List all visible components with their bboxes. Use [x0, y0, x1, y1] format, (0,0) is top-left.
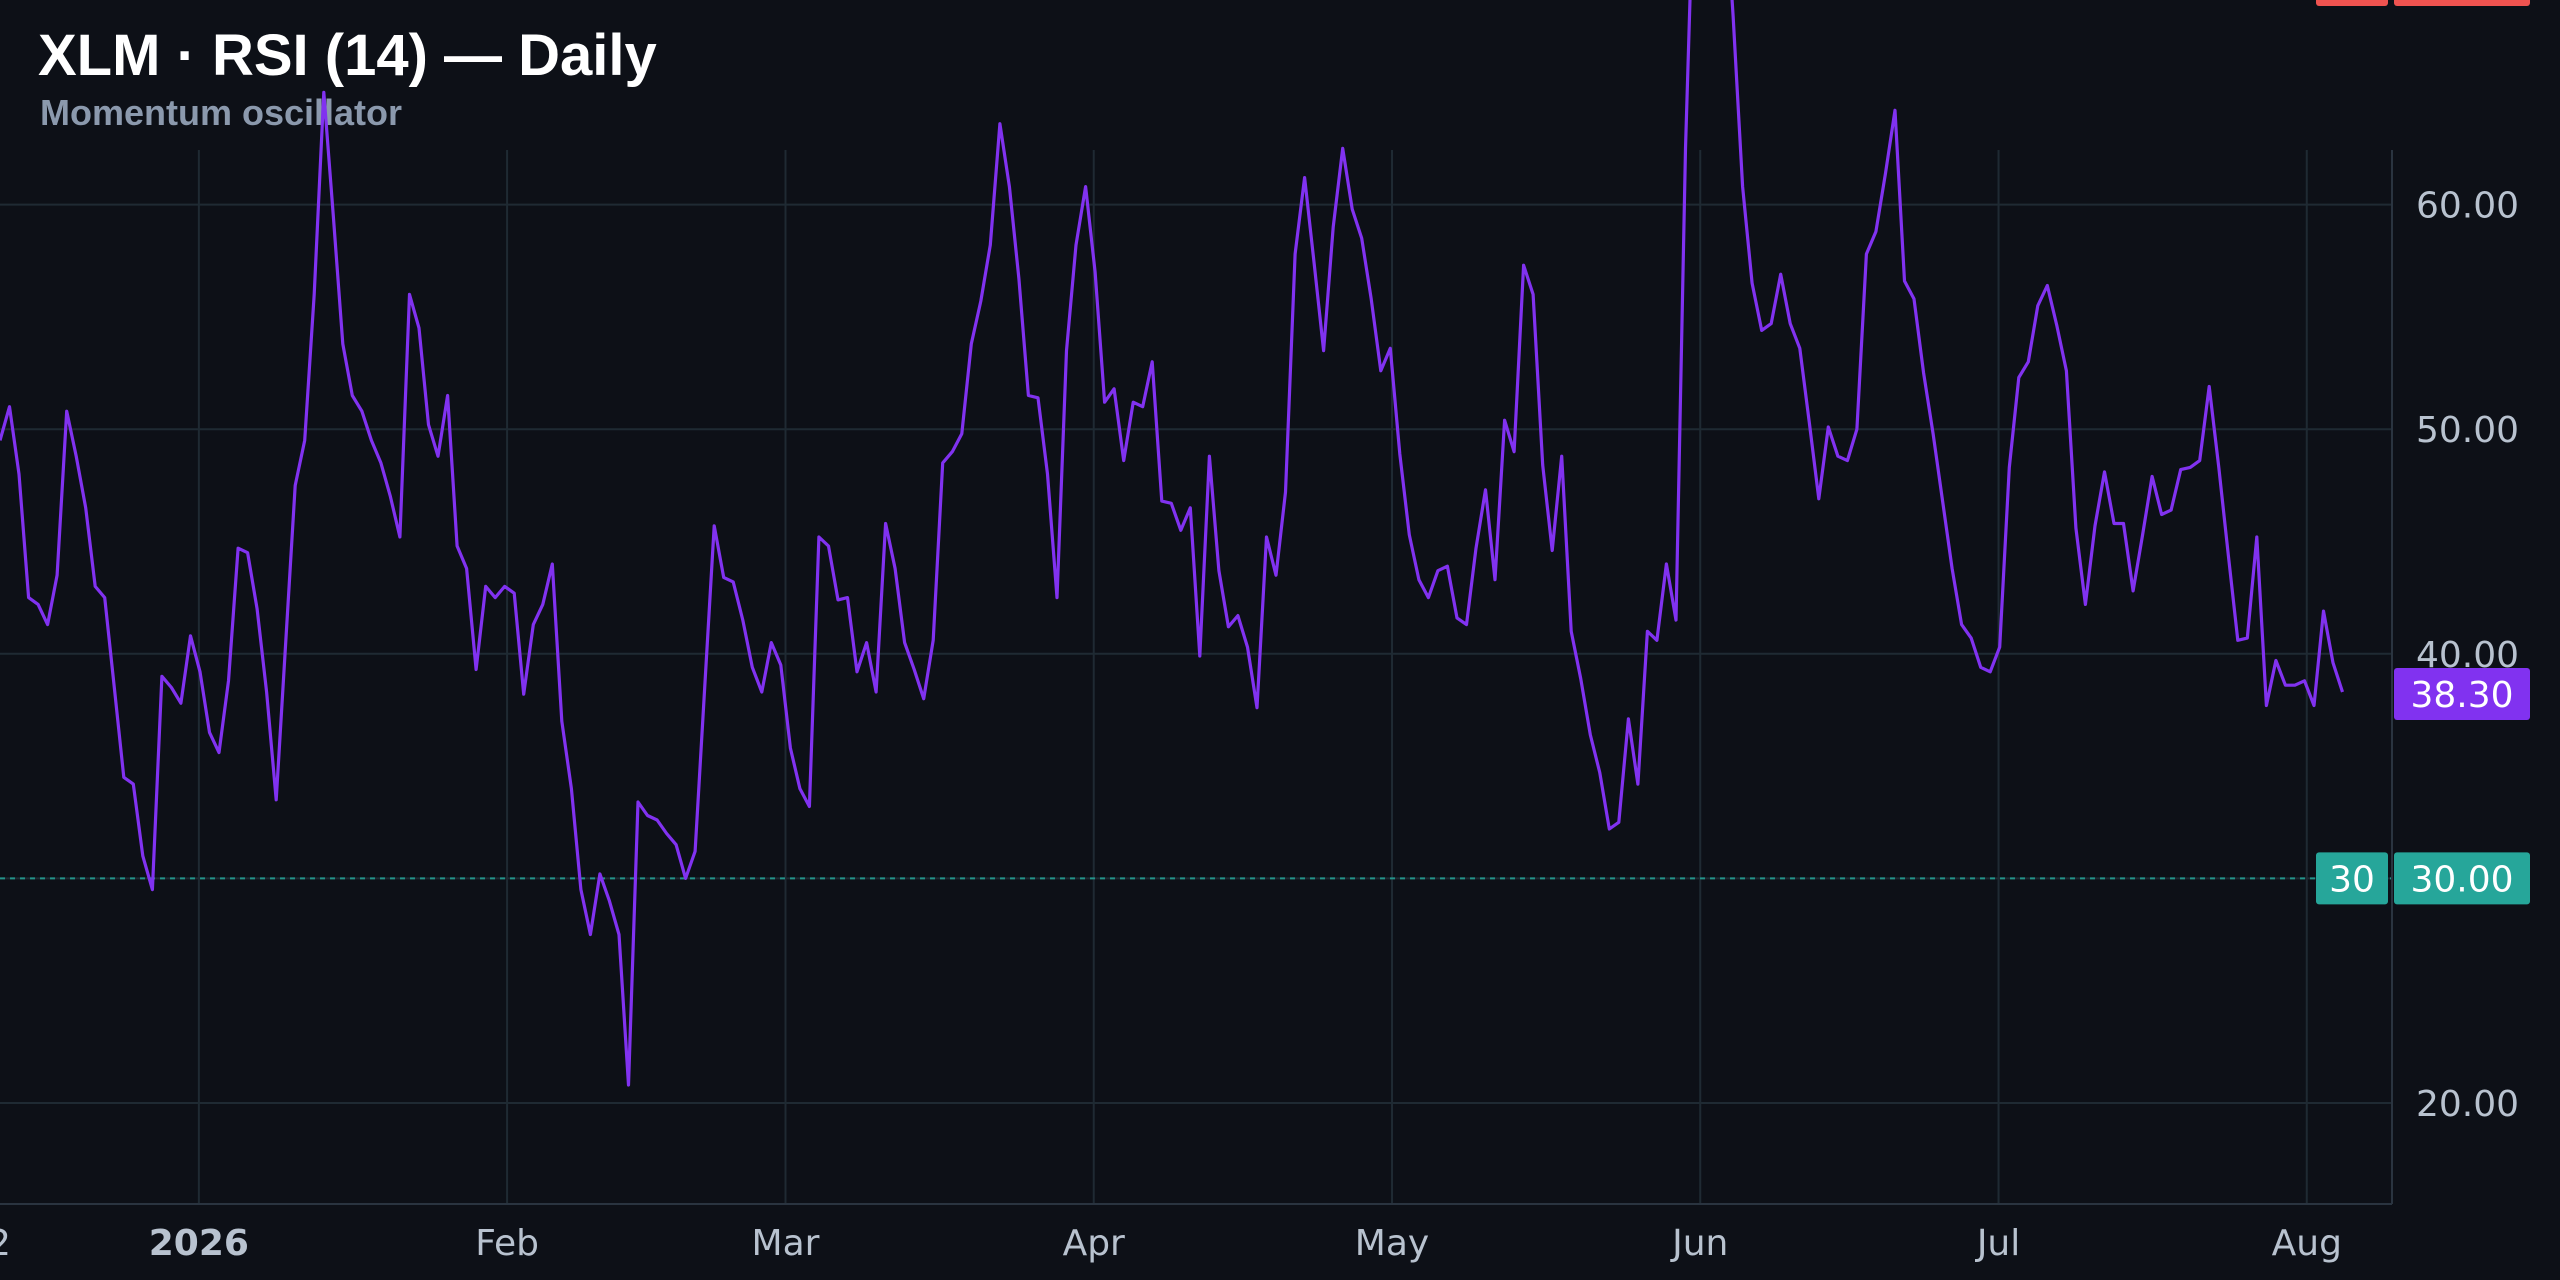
level-tag-bg	[2316, 852, 2388, 905]
y-tick-label: 60.00	[2416, 186, 2519, 227]
x-tick-label: 2026	[149, 1223, 249, 1264]
x-tick-label: Jul	[1975, 1223, 2020, 1264]
last-value-tag: 38.30	[2394, 667, 2530, 720]
axis-tag-30: 30.00	[2394, 852, 2530, 905]
axis-tag-bg	[2394, 852, 2530, 905]
x-tick-label: 2	[0, 1223, 11, 1264]
level-tag-label: 30	[2329, 859, 2375, 900]
x-tick-label: Mar	[752, 1223, 820, 1264]
last-value-label: 38.30	[2410, 675, 2513, 716]
axis-tag-70: 70.00	[2394, 0, 2530, 6]
time-axis: 2 2026 Feb Mar Apr May Jun Jul Aug	[0, 1223, 2342, 1264]
chart-subtitle: Momentum oscillator	[40, 92, 403, 133]
axis-tag-label: 30.00	[2410, 859, 2513, 900]
rsi-line	[0, 0, 2345, 1087]
x-tick-label: Jun	[1670, 1223, 1728, 1264]
rsi-series	[0, 0, 2345, 1087]
level-tag-label: 70	[2329, 0, 2375, 2]
level-tag-70: 70	[2316, 0, 2388, 6]
y-tick-label: 20.00	[2416, 1084, 2519, 1125]
x-tick-label: Feb	[475, 1223, 539, 1264]
chart-title: XLM · RSI (14) — Daily	[38, 23, 657, 88]
level-tag-bg	[2316, 0, 2388, 6]
x-tick-label: Aug	[2272, 1223, 2342, 1264]
price-axis: 100.0090.0080.0070.0060.0050.0040.0030.0…	[0, 0, 2519, 1205]
level-tags: 70 70.00 30 30.00 38.30	[2316, 0, 2530, 905]
y-tick-label: 50.00	[2416, 410, 2519, 451]
level-lines	[0, 877, 2392, 880]
last-value-bg	[2394, 667, 2530, 720]
level-tag-30: 30	[2316, 852, 2388, 905]
axis-tag-bg	[2394, 0, 2530, 6]
x-tick-label: Apr	[1063, 1223, 1125, 1264]
x-tick-label: May	[1355, 1223, 1429, 1264]
axis-tag-label: 70.00	[2410, 0, 2513, 2]
